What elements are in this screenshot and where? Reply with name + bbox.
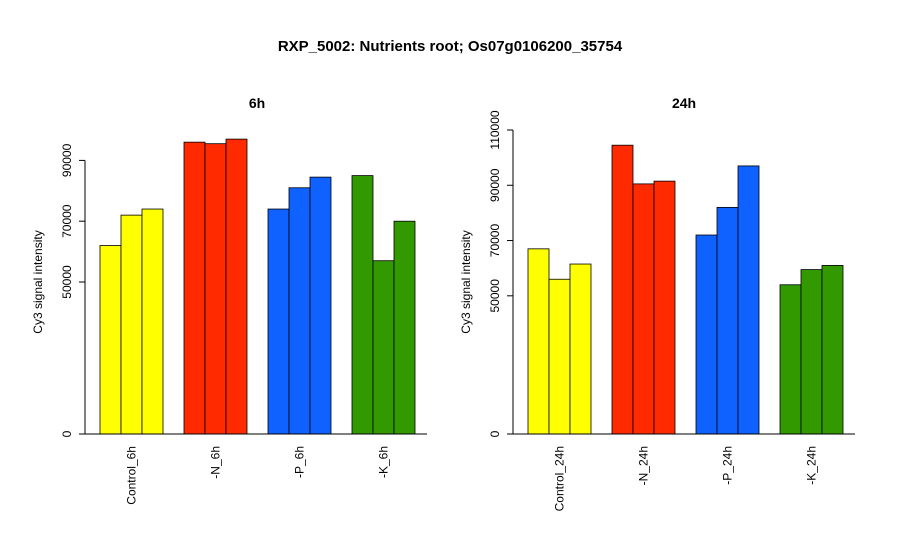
bar-Control_24h-2 bbox=[548, 278, 571, 435]
bar--N_24h-3 bbox=[653, 180, 676, 435]
y-tick-label: 90000 bbox=[60, 143, 74, 177]
y-axis-label: Cy3 signal intensity bbox=[459, 230, 473, 333]
y-tick-label: 50000 bbox=[488, 279, 502, 313]
y-axis-label: Cy3 signal intensity bbox=[31, 230, 45, 333]
y-tick-label: 50000 bbox=[60, 265, 74, 299]
x-category-label: Control_6h bbox=[125, 446, 139, 505]
x-category-label: -P_24h bbox=[721, 446, 735, 485]
bar--P_24h-1 bbox=[695, 234, 718, 435]
x-category-label: -N_6h bbox=[209, 446, 223, 479]
page-title: RXP_5002: Nutrients root; Os07g0106200_3… bbox=[277, 38, 623, 55]
y-tick-label: 70000 bbox=[488, 224, 502, 258]
y-tick-label: 110000 bbox=[488, 110, 502, 149]
bar--P_24h-3 bbox=[737, 165, 760, 435]
bar--P_24h-2 bbox=[716, 206, 739, 435]
y-tick-label: 70000 bbox=[60, 204, 74, 238]
bar-Control_24h-3 bbox=[569, 263, 592, 435]
bar--K_24h-1 bbox=[779, 284, 802, 435]
y-tick-label: 0 bbox=[488, 430, 502, 437]
bar--K_24h-3 bbox=[821, 265, 844, 435]
x-category-label: -N_24h bbox=[637, 446, 651, 485]
y-tick-label: 0 bbox=[60, 430, 74, 437]
x-category-label: -K_6h bbox=[377, 446, 391, 478]
bar--N_24h-2 bbox=[632, 183, 655, 435]
x-category-label: -P_6h bbox=[293, 446, 307, 478]
x-category-label: -K_24h bbox=[805, 446, 819, 485]
chart-title: 6h bbox=[249, 95, 265, 111]
bar--K_24h-2 bbox=[800, 269, 823, 435]
bar--N_24h-1 bbox=[611, 144, 634, 435]
x-category-label: Control_24h bbox=[553, 446, 567, 511]
y-tick-label: 90000 bbox=[488, 168, 502, 202]
bar-Control_24h-1 bbox=[527, 248, 550, 435]
chart-title: 24h bbox=[672, 95, 696, 111]
